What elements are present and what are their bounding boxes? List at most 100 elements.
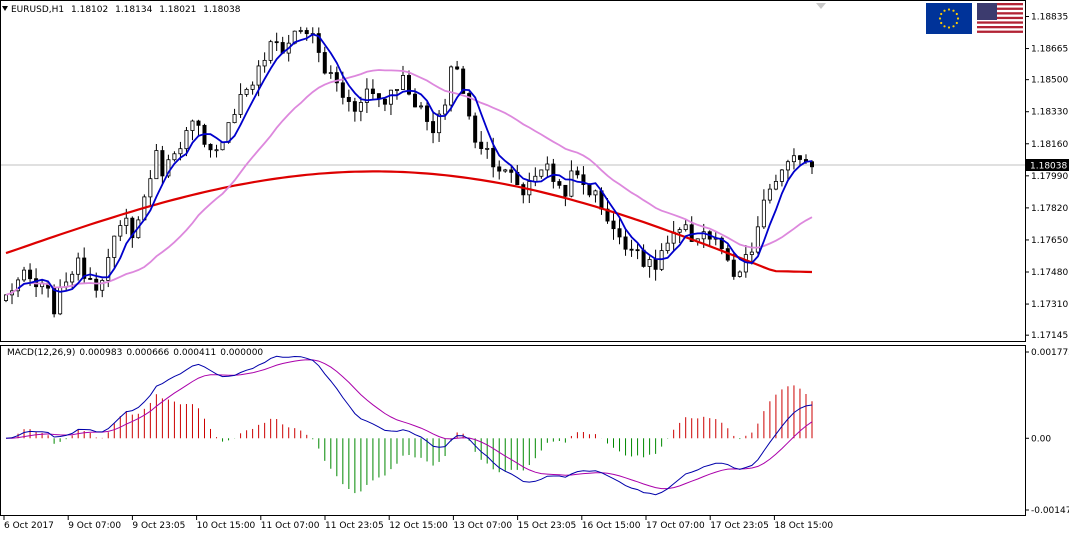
macd-tick-label: -0.001473 bbox=[1031, 506, 1069, 516]
candle-body bbox=[413, 93, 418, 108]
candle-body bbox=[665, 242, 670, 252]
macd-signal-line bbox=[5, 359, 813, 490]
time-tick-label: 10 Oct 15:00 bbox=[197, 521, 256, 531]
candle-body bbox=[268, 41, 273, 61]
slow-moving-average-line bbox=[5, 170, 813, 274]
high-value: 1.18134 bbox=[115, 5, 153, 15]
candle-body bbox=[388, 89, 393, 105]
candle-body bbox=[473, 115, 478, 143]
candle-body bbox=[82, 257, 87, 279]
dropdown-triangle-icon[interactable] bbox=[2, 6, 8, 11]
low-value: 1.18021 bbox=[159, 5, 197, 15]
macd-pane-frame bbox=[0, 345, 1026, 516]
candle-body bbox=[250, 84, 255, 90]
candle-body bbox=[130, 217, 135, 239]
candle-body bbox=[551, 163, 556, 182]
time-tick-label: 9 Oct 23:05 bbox=[132, 521, 185, 531]
price-tick-label: 1.17650 bbox=[1031, 236, 1068, 246]
macd-name: MACD(12,26,9) bbox=[7, 348, 76, 358]
candle-body bbox=[455, 66, 460, 70]
candle-body bbox=[611, 220, 616, 230]
candle-body bbox=[623, 236, 628, 250]
time-tick-label: 17 Oct 07:00 bbox=[646, 521, 705, 531]
time-tick-label: 18 Oct 15:00 bbox=[774, 521, 833, 531]
candle-body bbox=[605, 208, 610, 222]
candle-body bbox=[196, 120, 201, 126]
time-tick-label: 9 Oct 07:00 bbox=[68, 521, 121, 531]
candle-body bbox=[118, 225, 123, 237]
candle-body bbox=[431, 121, 436, 134]
axes-layer: 1.18835 1.18665 1.18500 1.18330 1.18160 1.179… bbox=[3, 12, 1069, 531]
price-tick-label: 1.17480 bbox=[1031, 268, 1068, 278]
price-tick-label: 1.18500 bbox=[1031, 76, 1068, 86]
candle-body bbox=[761, 199, 766, 228]
price-tick-label: 1.17820 bbox=[1031, 204, 1068, 214]
candle-body bbox=[539, 169, 544, 177]
us-flag-icon bbox=[977, 3, 1023, 34]
symbol-label: EURUSD,H1 bbox=[11, 5, 65, 15]
close-value: 1.18038 bbox=[203, 5, 241, 15]
time-tick-label: 6 Oct 2017 bbox=[4, 521, 54, 531]
candle-body bbox=[340, 82, 345, 98]
candle-body bbox=[316, 33, 321, 53]
candle-body bbox=[358, 102, 363, 112]
candle-body bbox=[425, 105, 430, 122]
candle-body bbox=[166, 159, 171, 177]
macd-main-line bbox=[5, 355, 813, 496]
candle-body bbox=[749, 251, 754, 255]
candle-body bbox=[563, 184, 568, 197]
eu-flag-icon bbox=[926, 3, 972, 34]
candle-body bbox=[755, 226, 760, 253]
candle-body bbox=[653, 259, 658, 270]
chart-header: EURUSD,H1 1.18102 1.18134 1.18021 1.1803… bbox=[2, 5, 245, 15]
candle-body bbox=[52, 287, 57, 315]
candle-body bbox=[94, 278, 99, 291]
candle-body bbox=[394, 89, 399, 91]
candle-body bbox=[785, 161, 790, 171]
candle-body bbox=[406, 75, 411, 95]
chart-shift-marker[interactable] bbox=[816, 3, 826, 9]
moving-averages-layer bbox=[5, 33, 813, 296]
candle-body bbox=[262, 59, 267, 67]
candle-body bbox=[160, 150, 165, 177]
candle-body bbox=[797, 155, 802, 160]
candle-body bbox=[479, 141, 484, 149]
candle-body bbox=[106, 257, 111, 281]
candle-body bbox=[587, 184, 592, 196]
macd-header: MACD(12,26,9) 0.000983 0.000666 0.000411 0.0… bbox=[7, 348, 267, 358]
price-tick-label: 1.17310 bbox=[1031, 300, 1068, 310]
candle-body bbox=[773, 181, 778, 190]
candle-body bbox=[220, 141, 225, 151]
time-tick-label: 15 Oct 23:05 bbox=[518, 521, 577, 531]
price-tick-label: 1.18665 bbox=[1031, 45, 1068, 55]
candle-body bbox=[178, 148, 183, 155]
candle-body bbox=[4, 294, 9, 301]
candle-body bbox=[400, 75, 405, 90]
price-tick-label: 1.17145 bbox=[1031, 331, 1068, 341]
candle-body bbox=[485, 147, 490, 150]
candle-body bbox=[779, 169, 784, 182]
time-tick-label: 11 Oct 23:05 bbox=[325, 521, 384, 531]
candle-body bbox=[557, 181, 562, 186]
candle-body bbox=[70, 273, 75, 283]
candle-body bbox=[647, 259, 652, 267]
macd-signal-value: 0.000666 bbox=[126, 348, 170, 358]
time-tick-label: 16 Oct 15:00 bbox=[582, 521, 641, 531]
candle-body bbox=[154, 150, 159, 180]
candle-body bbox=[232, 114, 237, 124]
candle-body bbox=[298, 30, 303, 32]
candle-body bbox=[491, 147, 496, 168]
candle-body bbox=[112, 235, 117, 258]
candle-body bbox=[467, 93, 472, 117]
candle-body bbox=[370, 88, 375, 94]
candle-body bbox=[124, 217, 129, 226]
macd-tick-label: 0.001772 bbox=[1031, 348, 1069, 358]
candle-body bbox=[581, 174, 586, 185]
candle-body bbox=[791, 155, 796, 163]
mid-moving-average-line bbox=[5, 69, 813, 296]
candle-body bbox=[226, 122, 231, 143]
time-tick-label: 13 Oct 07:00 bbox=[453, 521, 512, 531]
candle-body bbox=[22, 269, 27, 281]
macd-tick-label: 0.00 bbox=[1031, 434, 1051, 444]
